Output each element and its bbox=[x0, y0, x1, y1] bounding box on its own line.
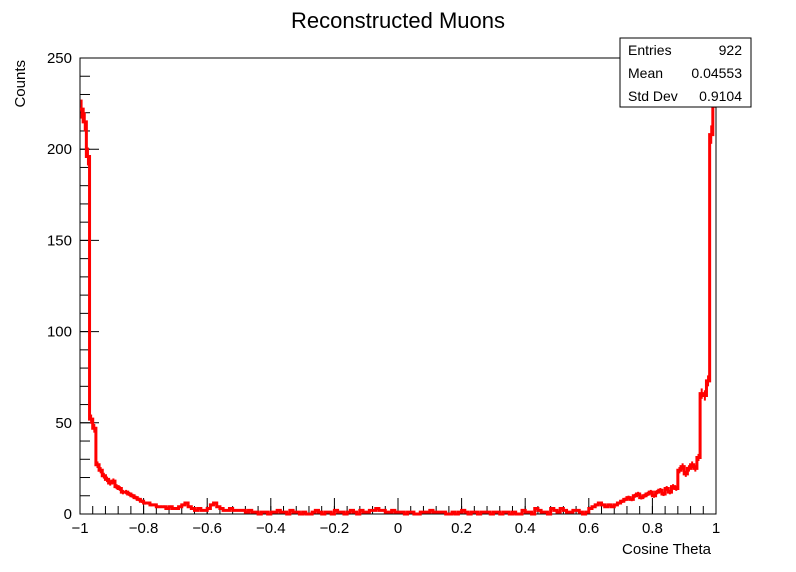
y-tick-label: 200 bbox=[47, 141, 72, 158]
x-tick-label: 0.6 bbox=[578, 520, 599, 537]
stats-entries-label: Entries bbox=[628, 42, 672, 58]
y-tick-label: 50 bbox=[55, 415, 72, 432]
stats-mean-label: Mean bbox=[628, 65, 663, 81]
y-tick-label: 250 bbox=[47, 50, 72, 67]
x-tick-label: −0.4 bbox=[256, 520, 286, 537]
chart-title: Reconstructed Muons bbox=[291, 8, 505, 33]
x-tick-label: 0.2 bbox=[451, 520, 472, 537]
x-tick-label: −0.2 bbox=[320, 520, 350, 537]
x-tick-label: 0 bbox=[394, 520, 402, 537]
y-tick-label: 0 bbox=[64, 506, 72, 523]
x-tick-label: −1 bbox=[71, 520, 88, 537]
error-bars bbox=[80, 88, 716, 513]
plot-frame bbox=[79, 57, 717, 515]
y-axis-label: Counts bbox=[12, 60, 29, 108]
x-tick-label: −0.6 bbox=[192, 520, 222, 537]
stats-stddev-value: 0.9104 bbox=[699, 88, 742, 104]
stats-mean-value: 0.04553 bbox=[691, 65, 742, 81]
x-axis-label: Cosine Theta bbox=[622, 541, 712, 558]
y-axis: 0 50 100 150 200 250 bbox=[47, 50, 99, 523]
x-tick-label: 1 bbox=[712, 520, 720, 537]
histogram-series bbox=[80, 96, 716, 516]
x-tick-label: −0.8 bbox=[129, 520, 159, 537]
stats-stddev-label: Std Dev bbox=[628, 88, 678, 104]
x-tick-label: 0.8 bbox=[642, 520, 663, 537]
x-axis: −1 −0.8 −0.6 −0.4 −0.2 0 0.2 0.4 0.6 0.8 1 bbox=[71, 498, 720, 537]
stats-entries-value: 922 bbox=[719, 42, 743, 58]
y-tick-label: 100 bbox=[47, 324, 72, 341]
y-tick-label: 150 bbox=[47, 232, 72, 249]
x-tick-label: 0.4 bbox=[515, 520, 536, 537]
stats-box-frame bbox=[619, 37, 752, 108]
stats-box: Entries 922 Mean 0.04553 Std Dev 0.9104 bbox=[619, 37, 752, 108]
